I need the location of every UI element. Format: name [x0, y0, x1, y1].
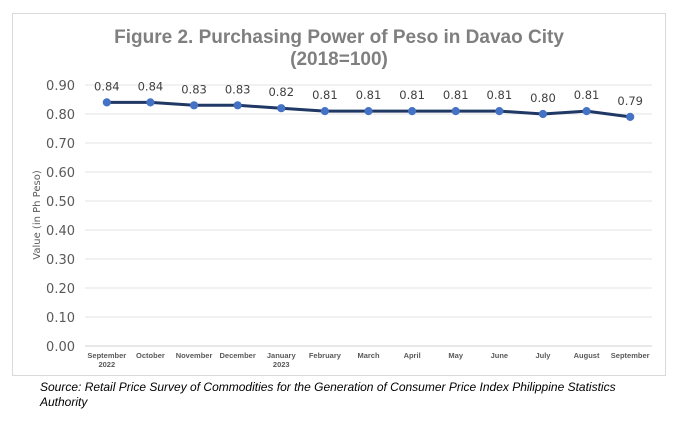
- y-tick-label: 0.60: [46, 166, 75, 181]
- chart-frame: [12, 13, 666, 376]
- data-point: [626, 112, 635, 122]
- gridlines: [85, 84, 652, 347]
- source-note: Source: Retail Price Survey of Commoditi…: [40, 380, 616, 409]
- data-point: [451, 107, 460, 116]
- data-point: [582, 107, 591, 116]
- data-point: [495, 107, 504, 116]
- data-point: [102, 98, 111, 107]
- chart-title-line2: (2018=100): [290, 49, 388, 70]
- data-label: 0.81: [443, 88, 469, 102]
- data-point: [320, 107, 329, 116]
- y-axis-label: Value (in Ph Peso): [32, 170, 43, 260]
- data-point: [408, 107, 417, 116]
- data-label: 0.82: [268, 85, 294, 99]
- y-tick-labels: 0.00 0.10 0.20 0.30 0.40 0.50 0.60 0.70 0.80 0.90: [46, 79, 75, 355]
- x-tick-label: March: [357, 351, 380, 360]
- x-tick-label: April: [404, 351, 421, 360]
- y-tick-label: 0.70: [46, 137, 75, 152]
- y-tick-label: 0.50: [46, 195, 75, 210]
- x-tick-label: June: [491, 351, 509, 360]
- data-point: [538, 109, 548, 119]
- series-line: [102, 98, 635, 122]
- line-chart: Figure 2. Purchasing Power of Peso in Da…: [32, 27, 652, 369]
- data-label: 0.80: [530, 91, 556, 105]
- y-tick-label: 0.40: [46, 224, 75, 239]
- chart-title-line1: Figure 2. Purchasing Power of Peso in Da…: [114, 27, 564, 48]
- data-label: 0.79: [617, 94, 643, 108]
- data-label: 0.81: [487, 88, 513, 102]
- data-label: 0.83: [181, 82, 207, 96]
- x-tick-label: July: [535, 351, 551, 360]
- x-tick-label: September 2022: [87, 351, 126, 369]
- data-label: 0.81: [399, 88, 425, 102]
- y-tick-label: 0.10: [46, 311, 75, 326]
- data-label: 0.83: [225, 82, 251, 96]
- data-point: [233, 101, 242, 110]
- y-tick-label: 0.80: [46, 108, 75, 123]
- x-tick-label: February: [309, 351, 342, 360]
- x-tick-label: December: [220, 351, 256, 360]
- data-point: [146, 98, 155, 107]
- data-label: 0.81: [574, 88, 600, 102]
- x-tick-label: November: [176, 351, 213, 360]
- x-tick-label: May: [448, 351, 463, 360]
- x-tick-label: August: [574, 351, 600, 360]
- y-tick-label: 0.20: [46, 282, 75, 297]
- data-label: 0.81: [312, 88, 338, 102]
- data-labels: 0.84 0.84 0.83 0.83 0.82 0.81 0.81 0.81 0.81 0.81…: [94, 79, 643, 108]
- data-label: 0.84: [94, 79, 120, 93]
- x-tick-labels: September 2022 October November December Janu…: [87, 351, 649, 369]
- data-point: [277, 104, 286, 113]
- x-tick-label: September: [611, 351, 650, 360]
- y-tick-label: 0.00: [46, 340, 75, 355]
- data-point: [364, 107, 373, 116]
- y-tick-label: 0.90: [46, 79, 75, 94]
- data-label: 0.84: [138, 79, 164, 93]
- data-point: [189, 101, 199, 110]
- y-tick-label: 0.30: [46, 253, 75, 268]
- data-label: 0.81: [356, 88, 382, 102]
- x-tick-label: January 2023: [267, 351, 297, 369]
- x-tick-label: October: [136, 351, 165, 360]
